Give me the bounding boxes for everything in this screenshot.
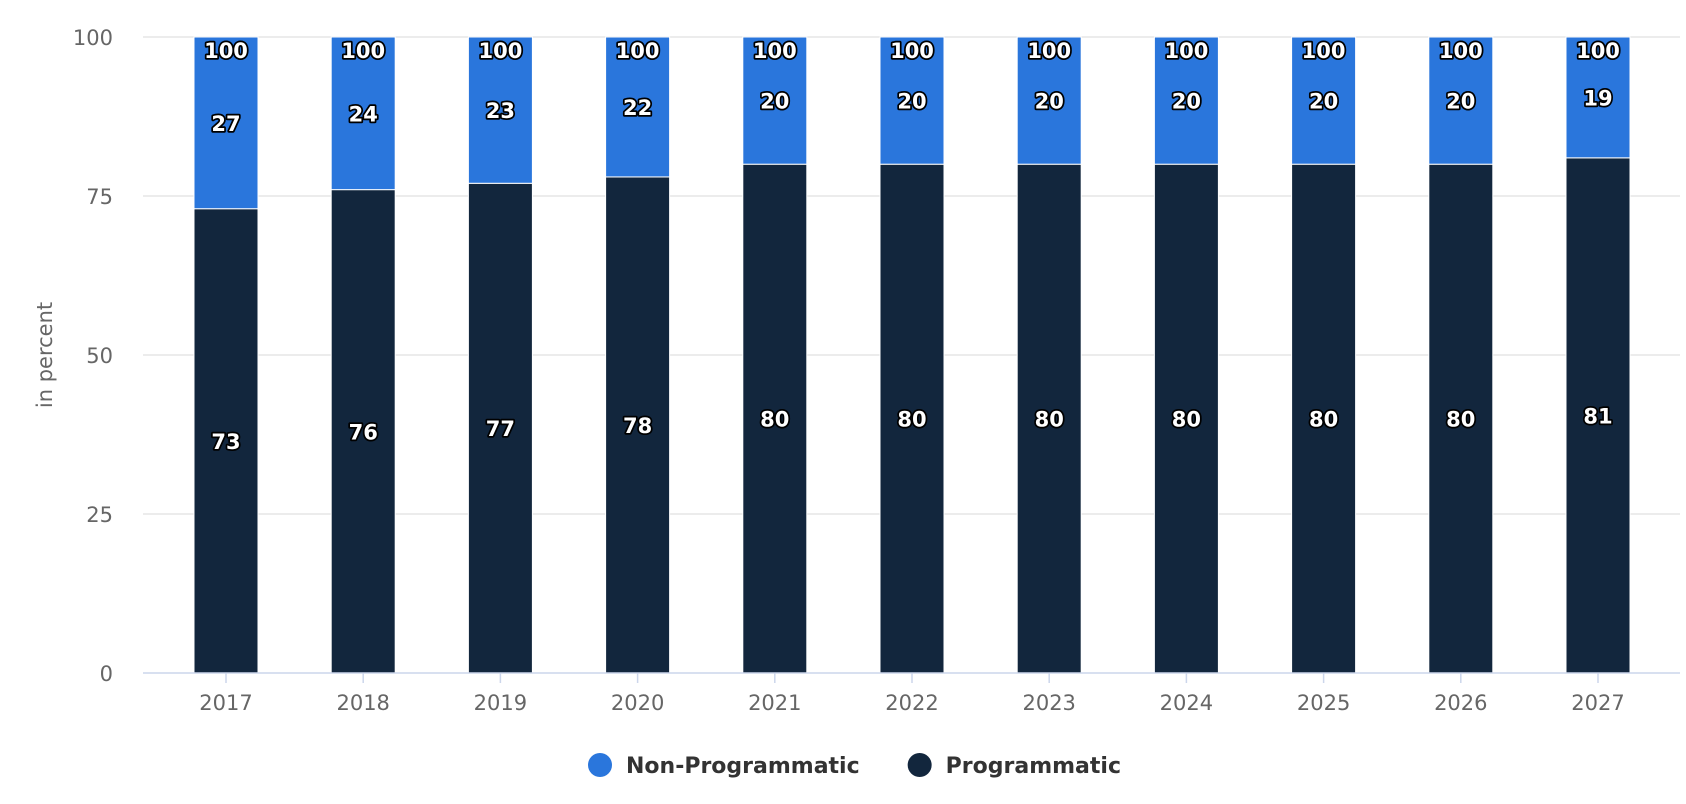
bar-value-label: 24 <box>349 102 378 126</box>
bar-value-label: 73 <box>211 430 240 454</box>
x-tick-label: 2027 <box>1571 691 1624 715</box>
bar-value-label: 80 <box>1446 408 1475 432</box>
bar-segment-programmatic[interactable] <box>1291 163 1357 674</box>
bar-value-label: 27 <box>211 112 240 136</box>
x-tick-label: 2020 <box>611 691 664 715</box>
y-tick-label: 0 <box>100 662 113 686</box>
bar-total-label: 100 <box>204 39 248 63</box>
bar-value-label: 20 <box>1172 90 1201 114</box>
y-tick-label: 50 <box>86 344 113 368</box>
y-tick-label: 75 <box>86 185 113 209</box>
x-tick-label: 2021 <box>748 691 801 715</box>
legend-label: Programmatic <box>946 754 1121 779</box>
legend-item[interactable]: Non-Programmatic <box>588 753 860 779</box>
bar-value-label: 80 <box>760 408 789 432</box>
bar-value-label: 77 <box>486 417 515 441</box>
bar-segment-programmatic[interactable] <box>1428 163 1494 674</box>
bar-value-label: 78 <box>623 414 652 438</box>
bar-value-label: 80 <box>1309 408 1338 432</box>
legend-label: Non-Programmatic <box>626 754 860 779</box>
bar-segment-programmatic[interactable] <box>879 163 945 674</box>
bars <box>193 36 1631 674</box>
bar-segment-programmatic[interactable] <box>742 163 808 674</box>
x-tick-label: 2024 <box>1160 691 1213 715</box>
x-tick-label: 2022 <box>885 691 938 715</box>
x-tick-label: 2018 <box>336 691 389 715</box>
bar-total-label: 100 <box>616 39 660 63</box>
bar-segment-non-programmatic[interactable] <box>1016 36 1082 165</box>
bar-segment-non-programmatic[interactable] <box>467 36 533 184</box>
bar-value-label: 80 <box>1035 408 1064 432</box>
bar-value-label: 81 <box>1583 404 1612 428</box>
bar-segment-non-programmatic[interactable] <box>605 36 671 178</box>
bar-segment-non-programmatic[interactable] <box>1565 36 1631 159</box>
bar-value-label: 80 <box>897 408 926 432</box>
legend: Non-Programmatic Programmatic <box>588 753 1121 779</box>
legend-marker <box>588 753 612 777</box>
legend-marker <box>907 753 932 777</box>
legend-item[interactable]: Programmatic <box>907 753 1121 779</box>
bar-total-label: 100 <box>1164 39 1208 63</box>
bar-segment-non-programmatic[interactable] <box>742 36 808 165</box>
bar-segment-programmatic[interactable] <box>467 182 533 674</box>
bar-total-label: 100 <box>478 39 522 63</box>
bar-segment-non-programmatic[interactable] <box>330 36 396 191</box>
bar-value-label: 20 <box>1309 90 1338 114</box>
bar-segment-non-programmatic[interactable] <box>193 36 259 210</box>
bar-value-label: 76 <box>349 420 378 444</box>
y-tick-label: 100 <box>73 26 113 50</box>
bar-segment-non-programmatic[interactable] <box>1428 36 1494 165</box>
bar-value-label: 19 <box>1583 86 1612 110</box>
bar-segment-programmatic[interactable] <box>330 189 396 674</box>
bar-value-label: 20 <box>760 90 789 114</box>
bar-value-label: 80 <box>1172 408 1201 432</box>
y-tick-label: 25 <box>86 503 113 527</box>
bar-segment-non-programmatic[interactable] <box>879 36 945 165</box>
bar-value-label: 20 <box>897 90 926 114</box>
data-labels: 73 27 100 76 24 100 77 23 100 78 22 100 80 20 100 80 20 1… <box>202 37 1621 455</box>
bar-total-label: 100 <box>341 39 385 63</box>
bar-total-label: 100 <box>753 39 797 63</box>
bar-total-label: 100 <box>1439 39 1483 63</box>
x-tick-label: 2026 <box>1434 691 1487 715</box>
x-tick-label: 2019 <box>474 691 527 715</box>
bar-segment-non-programmatic[interactable] <box>1291 36 1357 165</box>
bar-value-label: 22 <box>623 96 652 120</box>
bar-segment-programmatic[interactable] <box>605 176 671 674</box>
bar-value-label: 23 <box>486 99 515 123</box>
bar-total-label: 100 <box>1576 39 1620 63</box>
bar-total-label: 100 <box>1302 39 1346 63</box>
bar-total-label: 100 <box>890 39 934 63</box>
bar-segment-programmatic[interactable] <box>193 208 259 674</box>
bar-segment-non-programmatic[interactable] <box>1153 36 1219 165</box>
x-tick-label: 2017 <box>199 691 252 715</box>
bar-value-label: 20 <box>1035 90 1064 114</box>
y-axis-title: in percent <box>33 302 57 408</box>
bar-value-label: 20 <box>1446 90 1475 114</box>
bar-total-label: 100 <box>1027 39 1071 63</box>
x-tick-label: 2025 <box>1297 691 1350 715</box>
bar-segment-programmatic[interactable] <box>1153 163 1219 674</box>
x-tick-label: 2023 <box>1022 691 1075 715</box>
